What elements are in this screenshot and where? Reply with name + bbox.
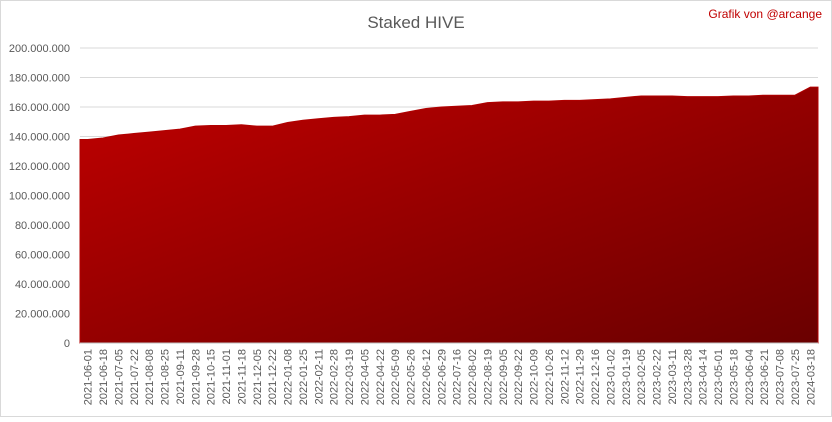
x-tick-label: 2022-10-26 bbox=[544, 349, 556, 405]
x-tick-label: 2023-04-14 bbox=[698, 349, 710, 405]
y-tick-label: 40.000.000 bbox=[15, 279, 70, 291]
x-tick-label: 2022-04-22 bbox=[375, 349, 387, 405]
y-tick-label: 20.000.000 bbox=[15, 309, 70, 321]
x-tick-label: 2022-07-16 bbox=[452, 349, 464, 405]
x-tick-label: 2021-08-08 bbox=[144, 349, 156, 405]
annotation: Grafik von @arcange bbox=[708, 7, 822, 21]
x-tick-label: 2022-05-26 bbox=[406, 349, 418, 405]
y-tick-label: 100.000.000 bbox=[9, 191, 70, 203]
x-tick-label: 2021-09-28 bbox=[190, 349, 202, 405]
y-tick-label: 120.000.000 bbox=[9, 161, 70, 173]
x-tick-label: 2021-11-01 bbox=[221, 349, 233, 404]
x-tick-label: 2021-07-22 bbox=[129, 349, 141, 405]
x-tick-label: 2022-12-16 bbox=[590, 349, 602, 405]
x-tick-label: 2023-07-25 bbox=[790, 349, 802, 405]
x-tick-label: 2022-09-22 bbox=[513, 349, 525, 405]
x-tick-label: 2024-03-18 bbox=[805, 349, 817, 405]
x-tick-label: 2023-06-21 bbox=[759, 349, 771, 405]
x-tick-label: 2022-06-29 bbox=[436, 349, 448, 405]
y-tick-label: 60.000.000 bbox=[15, 250, 70, 262]
x-tick-label: 2022-02-28 bbox=[329, 349, 341, 405]
x-tick-label: 2021-09-11 bbox=[175, 349, 187, 404]
x-tick-label: 2022-01-25 bbox=[298, 349, 310, 405]
x-tick-label: 2021-12-22 bbox=[267, 349, 279, 405]
x-tick-label: 2023-02-05 bbox=[636, 349, 648, 405]
x-tick-label: 2022-05-09 bbox=[390, 349, 402, 405]
y-tick-label: 160.000.000 bbox=[9, 102, 70, 114]
x-tick-label: 2022-09-05 bbox=[498, 349, 510, 405]
x-tick-label: 2021-11-18 bbox=[236, 349, 248, 404]
x-tick-label: 2021-12-05 bbox=[252, 349, 264, 405]
x-tick-label: 2022-11-29 bbox=[575, 349, 587, 404]
x-tick-label: 2022-03-19 bbox=[344, 349, 356, 405]
x-tick-label: 2023-01-19 bbox=[621, 349, 633, 405]
y-tick-label: 180.000.000 bbox=[9, 73, 70, 85]
x-tick-label: 2021-06-18 bbox=[98, 349, 110, 405]
x-tick-label: 2021-10-15 bbox=[206, 349, 218, 405]
x-tick-label: 2022-01-08 bbox=[283, 349, 295, 405]
chart-title: Staked HIVE bbox=[367, 13, 464, 32]
x-tick-label: 2023-01-02 bbox=[605, 349, 617, 405]
x-tick-label: 2021-07-05 bbox=[113, 349, 125, 405]
y-tick-label: 200.000.000 bbox=[9, 43, 70, 55]
x-tick-label: 2023-03-11 bbox=[667, 349, 679, 404]
area bbox=[79, 86, 819, 344]
x-tick-label: 2021-06-01 bbox=[83, 349, 95, 405]
x-tick-label: 2022-08-02 bbox=[467, 349, 479, 405]
x-tick-label: 2023-03-28 bbox=[682, 349, 694, 405]
x-tick-label: 2021-08-25 bbox=[160, 349, 172, 405]
x-tick-label: 2023-06-04 bbox=[744, 349, 756, 405]
x-tick-label: 2022-08-19 bbox=[482, 349, 494, 405]
y-tick-label: 0 bbox=[64, 338, 70, 350]
x-tick-label: 2022-04-05 bbox=[359, 349, 371, 405]
x-tick-label: 2022-02-11 bbox=[313, 349, 325, 404]
y-tick-label: 80.000.000 bbox=[15, 220, 70, 232]
x-tick-label: 2022-11-12 bbox=[559, 349, 571, 404]
x-tick-label: 2023-02-22 bbox=[652, 349, 664, 405]
x-tick-label: 2023-05-01 bbox=[713, 349, 725, 405]
x-tick-label: 2022-10-09 bbox=[529, 349, 541, 405]
x-tick-label: 2022-06-12 bbox=[421, 349, 433, 405]
y-tick-label: 140.000.000 bbox=[9, 132, 70, 144]
x-tick-label: 2023-05-18 bbox=[728, 349, 740, 405]
x-tick-label: 2023-07-08 bbox=[775, 349, 787, 405]
